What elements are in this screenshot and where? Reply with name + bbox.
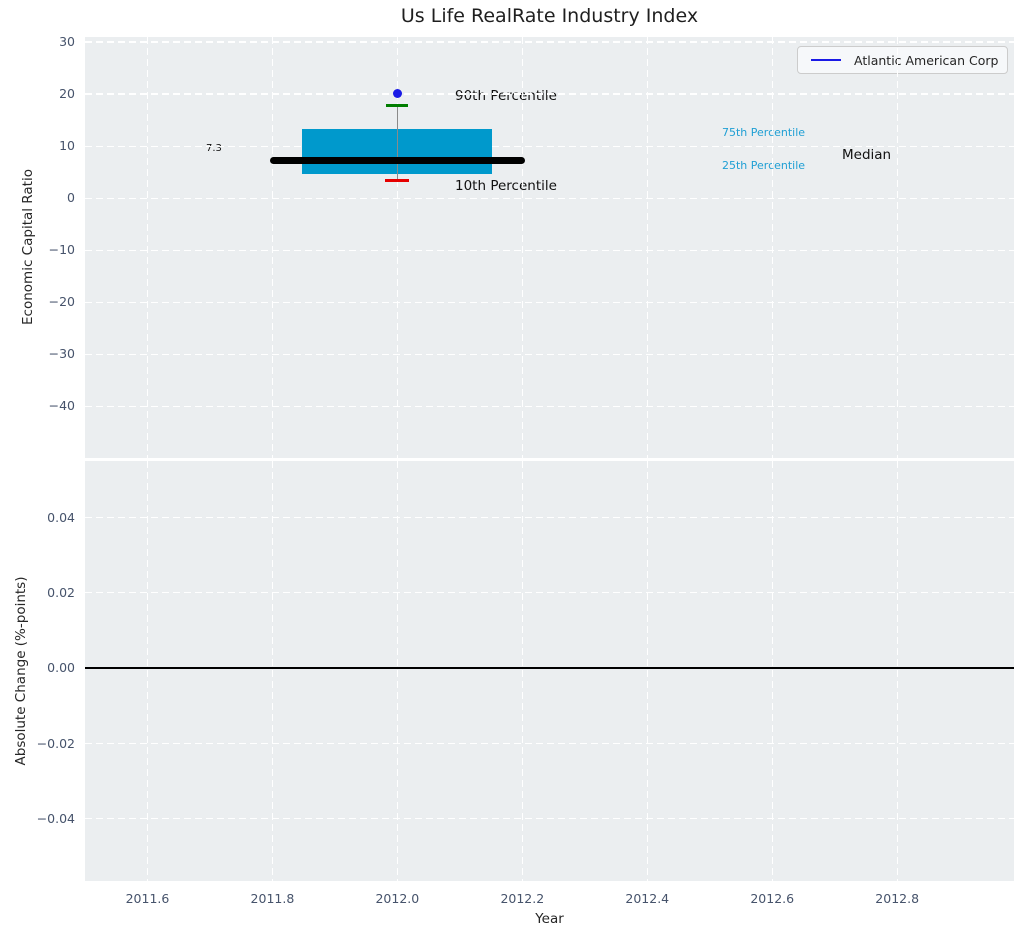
annotation-25th-percentile: 25th Percentile [722, 159, 806, 172]
gridline-vertical [271, 37, 273, 458]
gridline-horizontal [85, 742, 1014, 745]
gridline-vertical [646, 37, 648, 458]
annotation-75th-percentile: 75th Percentile [722, 126, 806, 139]
boxplot-median-line [269, 156, 525, 164]
gridline-horizontal [85, 41, 1014, 43]
axes-top-economic-capital-ratio: Atlantic American Corp 90th Percentile 1… [85, 37, 1014, 458]
boxplot-90th-percentile-cap [386, 104, 409, 108]
x-tick-label: 2012.8 [875, 891, 920, 906]
annotation-median: Median [842, 147, 892, 163]
y-tick-label: 0 [67, 190, 75, 206]
gridline-horizontal [85, 145, 1014, 147]
gridline-vertical [146, 461, 149, 881]
x-tick-label: 2012.6 [750, 891, 795, 906]
y-tick-labels-bottom: 0.04 0.02 0.00 −0.02 −0.04 [0, 461, 79, 881]
y-tick-label: 10 [59, 138, 75, 154]
y-tick-label: 0.00 [47, 660, 75, 676]
y-tick-label: −0.04 [36, 810, 75, 826]
x-tick-label: 2011.8 [250, 891, 295, 906]
y-tick-label: −40 [48, 398, 75, 414]
gridline-vertical [146, 37, 149, 458]
gridline-vertical [521, 461, 523, 881]
gridline-horizontal [85, 197, 1014, 199]
annotation-10th-percentile: 10th Percentile [455, 178, 557, 194]
annotation-median-value: 7.3 [206, 143, 222, 154]
y-tick-label: 20 [59, 86, 75, 102]
gridline-vertical [271, 461, 273, 881]
gridline-horizontal [85, 249, 1014, 251]
y-tick-label: −0.02 [36, 735, 75, 751]
gridline-horizontal [85, 592, 1014, 594]
y-tick-label: −30 [48, 346, 75, 362]
y-tick-label: −20 [48, 294, 75, 310]
gridline-vertical [771, 37, 773, 458]
gridline-vertical [396, 37, 398, 458]
y-tick-label: 0.04 [47, 509, 75, 525]
gridline-vertical [396, 461, 398, 881]
gridline-vertical [896, 37, 898, 458]
y-tick-label: −10 [48, 242, 75, 258]
gridline-vertical [646, 461, 648, 881]
legend-line-swatch [811, 58, 841, 62]
zero-change-line [85, 667, 1014, 670]
x-axis-label: Year [535, 911, 564, 927]
gridline-horizontal [85, 818, 1014, 820]
y-tick-labels-top: 30 20 10 0 −10 −20 −30 −40 [0, 34, 79, 458]
y-tick-label: 30 [59, 34, 75, 49]
axes-bottom-absolute-change [85, 461, 1014, 881]
gridline-vertical [521, 37, 523, 458]
gridline-horizontal [85, 405, 1014, 408]
x-tick-label: 2011.6 [125, 891, 170, 906]
gridline-horizontal [85, 93, 1014, 95]
x-tick-labels: 2011.6 2011.8 2012.0 2012.2 2012.4 2012.6 2012… [85, 886, 1014, 908]
company-data-point [392, 88, 402, 98]
x-tick-label: 2012.4 [625, 891, 670, 906]
gridline-horizontal [85, 353, 1014, 355]
annotation-90th-percentile: 90th Percentile [455, 88, 557, 104]
x-tick-label: 2012.2 [500, 891, 545, 906]
chart-title: Us Life RealRate Industry Index [400, 5, 699, 27]
legend: Atlantic American Corp [797, 46, 1008, 74]
legend-label: Atlantic American Corp [854, 52, 999, 68]
gridline-horizontal [85, 301, 1014, 303]
boxplot-10th-percentile-cap [385, 178, 410, 182]
gridline-horizontal [85, 516, 1014, 519]
x-tick-label: 2012.0 [375, 891, 420, 906]
y-tick-label: 0.02 [47, 584, 75, 600]
gridline-vertical [771, 461, 773, 881]
boxplot-whisker-line [396, 105, 398, 181]
gridline-vertical [896, 461, 898, 881]
